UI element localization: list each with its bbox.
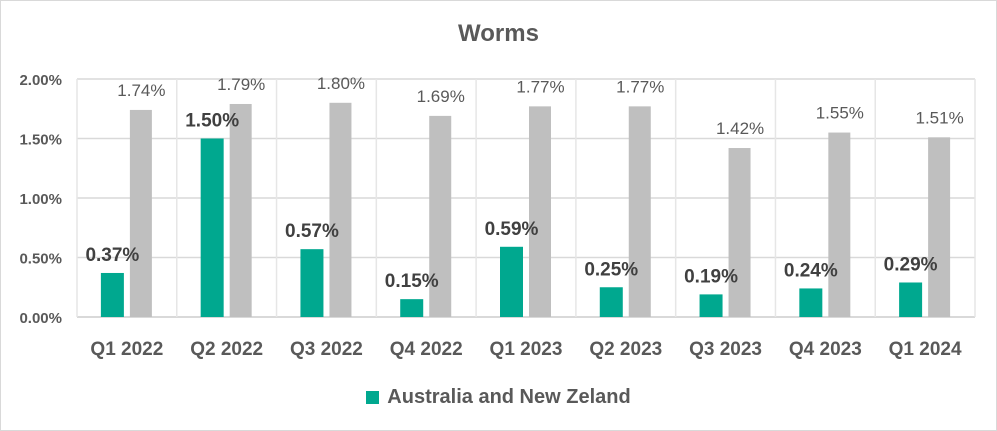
data-label-series-2: 1.80% (317, 74, 365, 93)
data-label-australia-nz: 0.29% (884, 254, 938, 275)
bar-series-2 (728, 148, 751, 317)
data-label-australia-nz: 0.59% (485, 219, 539, 240)
y-tick-label: 1.50% (19, 132, 62, 149)
bar-series-2 (828, 132, 851, 317)
data-label-australia-nz: 0.15% (385, 271, 439, 292)
bar-australia-nz (899, 282, 923, 317)
bar-series-2 (928, 137, 951, 317)
bar-australia-nz (500, 246, 523, 317)
data-label-australia-nz: 0.19% (684, 266, 738, 287)
data-label-australia-nz: 0.37% (85, 245, 139, 266)
legend: Australia and New Zeland (0, 386, 997, 409)
y-tick-label: 0.50% (19, 251, 62, 268)
bar-australia-nz (300, 249, 324, 317)
data-label-series-2: 1.55% (816, 104, 864, 123)
x-tick-label: Q1 2024 (889, 339, 962, 360)
legend-swatch-australia-nz (366, 391, 380, 404)
bar-australia-nz (200, 138, 224, 317)
data-label-australia-nz: 0.57% (285, 221, 339, 242)
x-tick-label: Q4 2023 (789, 339, 862, 360)
bar-series-2 (429, 115, 452, 317)
y-tick-label: 0.00% (19, 310, 62, 327)
y-tick-label: 1.00% (19, 191, 62, 208)
bar-australia-nz (400, 299, 424, 317)
x-tick-label: Q1 2022 (90, 339, 163, 360)
data-label-series-2: 1.42% (716, 119, 764, 138)
bar-series-2 (529, 106, 551, 318)
x-tick-label: Q3 2023 (689, 339, 762, 360)
y-tick-label: 2.00% (19, 72, 62, 89)
data-label-australia-nz: 0.25% (584, 259, 638, 280)
bar-series-2 (229, 103, 252, 318)
bar-australia-nz (699, 294, 723, 317)
x-tick-label: Q2 2023 (589, 339, 662, 360)
bar-australia-nz (100, 272, 124, 317)
data-label-series-2: 1.79% (217, 75, 265, 94)
data-label-australia-nz: 1.50% (185, 111, 239, 132)
data-label-series-2: 1.69% (417, 87, 465, 106)
bar-series-2 (628, 106, 651, 318)
x-tick-label: Q1 2023 (490, 339, 563, 360)
data-label-series-2: 1.74% (117, 81, 165, 100)
legend-label-australia-nz: Australia and New Zeland (387, 386, 631, 408)
chart-title: Worms (458, 20, 539, 47)
data-label-series-2: 1.77% (616, 77, 664, 96)
bar-australia-nz (599, 287, 623, 317)
data-label-series-2: 1.77% (516, 77, 564, 96)
x-tick-label: Q3 2022 (290, 339, 363, 360)
bar-series-2 (129, 109, 152, 317)
bar-australia-nz (799, 288, 823, 317)
bar-series-2 (329, 102, 352, 317)
data-label-series-2: 1.51% (916, 108, 964, 127)
x-tick-label: Q2 2022 (190, 339, 263, 360)
data-label-australia-nz: 0.24% (784, 260, 838, 281)
x-tick-label: Q4 2022 (390, 339, 463, 360)
